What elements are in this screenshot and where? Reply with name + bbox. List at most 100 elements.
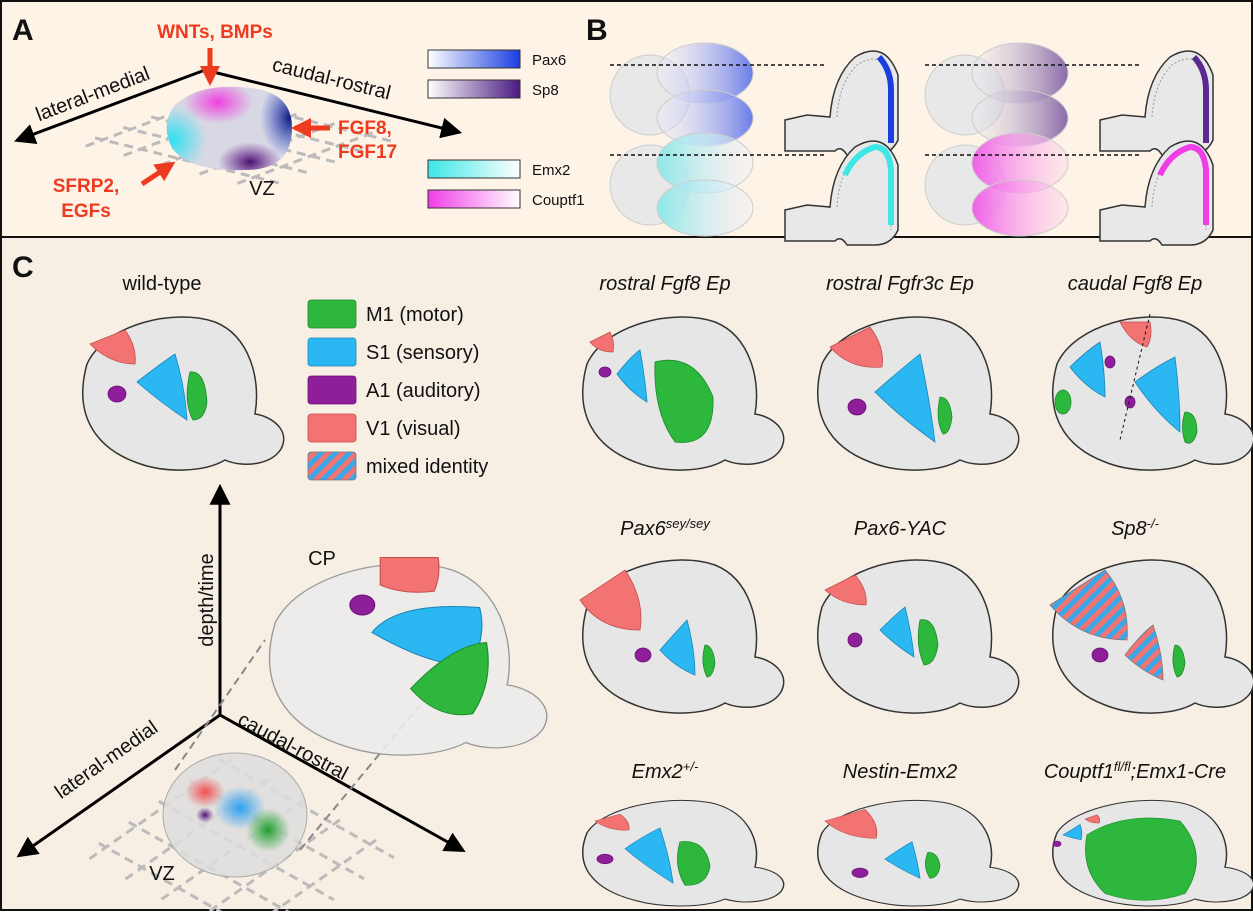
sagittal — [1099, 140, 1214, 246]
vz-blob — [162, 752, 308, 878]
brain-title: rostral Fgf8 Ep — [599, 273, 730, 295]
brain — [1049, 559, 1253, 714]
expression — [842, 143, 894, 225]
expression — [1157, 143, 1209, 225]
zone-label: VZ — [149, 863, 175, 885]
grid-line — [121, 103, 259, 158]
area — [634, 647, 652, 663]
legend-label: M1 (motor) — [366, 304, 464, 326]
brain — [1052, 799, 1253, 907]
area — [917, 619, 939, 666]
area — [1119, 321, 1152, 348]
brain — [582, 799, 785, 907]
title-part: -/- — [1147, 516, 1160, 531]
title-part: Pax6-YAC — [854, 518, 947, 540]
brain — [82, 316, 285, 471]
area — [1091, 647, 1109, 663]
brain-title: Sp8-/- — [1111, 516, 1160, 541]
grid-line — [128, 820, 299, 916]
signal-label: WNTs, BMPs — [157, 22, 273, 43]
legend-label: V1 (visual) — [366, 418, 460, 440]
area — [874, 353, 936, 443]
area — [136, 353, 188, 421]
brain-title: rostral Fgfr3c Ep — [826, 273, 974, 295]
legend-label: A1 (auditory) — [366, 380, 481, 402]
legend-label: mixed identity — [366, 456, 488, 478]
signal-label: FGF8, — [338, 118, 392, 139]
sagittal — [784, 50, 899, 156]
area — [879, 606, 915, 658]
area — [937, 396, 953, 435]
cortex-layer — [836, 58, 892, 140]
axis — [204, 68, 463, 139]
title-part: fl/fl — [1114, 759, 1132, 774]
panel-label: C — [12, 251, 34, 284]
title-part: Pax6 — [620, 518, 666, 540]
brain — [817, 799, 1020, 907]
legend-swatch — [307, 375, 357, 405]
area — [1124, 624, 1164, 681]
axis — [219, 713, 466, 853]
panel-label: B — [586, 14, 608, 47]
title-part: rostral Fgfr3c Ep — [826, 273, 974, 295]
title-part: Emx2 — [632, 761, 683, 783]
grid-line — [83, 94, 222, 149]
legend-swatch — [307, 451, 357, 481]
zone-label: VZ — [249, 178, 275, 200]
brain — [817, 559, 1020, 714]
plate-label: CP — [308, 548, 336, 570]
gene-label: Sp8 — [532, 82, 559, 99]
legend-label: S1 (sensory) — [366, 342, 479, 364]
gene-legend — [427, 49, 521, 209]
signal-label: FGF17 — [338, 142, 397, 163]
connector — [174, 639, 266, 771]
cp-brain — [268, 557, 548, 756]
area — [659, 619, 696, 676]
brains — [82, 313, 1253, 907]
gene-label: Couptf1 — [532, 192, 585, 209]
legend-swatch — [307, 299, 357, 329]
panel-label: A — [12, 14, 34, 47]
area — [829, 326, 883, 368]
area — [847, 632, 863, 648]
area — [851, 867, 869, 878]
area — [596, 853, 614, 865]
axis — [14, 68, 206, 144]
area — [824, 808, 878, 839]
area — [594, 813, 630, 831]
signal-label: SFRP2, — [53, 176, 120, 197]
grid-line — [235, 131, 373, 186]
area-legend: M1 (motor) S1 (sensory) A1 (auditory) V1 (v… — [307, 299, 488, 481]
brain — [817, 316, 1020, 471]
title-part: Nestin-Emx2 — [843, 761, 957, 783]
area — [1134, 356, 1181, 433]
area — [824, 574, 867, 606]
title-part: Couptf1 — [1044, 761, 1114, 783]
title-part: caudal Fgf8 Ep — [1068, 273, 1203, 295]
title-part: +/- — [683, 759, 699, 774]
cortex-layer — [1151, 58, 1207, 140]
expression-maps — [609, 42, 1214, 246]
grid-line — [98, 841, 232, 916]
area — [1182, 411, 1198, 444]
brain-title: Pax6sey/sey — [620, 516, 711, 541]
legend-swatch — [307, 337, 357, 367]
area — [107, 385, 127, 403]
area — [1049, 569, 1128, 641]
area — [89, 329, 136, 365]
brain-title: caudal Fgf8 Ep — [1068, 273, 1203, 295]
arrow — [140, 161, 176, 187]
area — [616, 349, 648, 403]
signal-label: EGFs — [61, 201, 111, 222]
brain-title: Nestin-Emx2 — [843, 761, 957, 783]
area — [1084, 814, 1101, 824]
area — [925, 851, 941, 879]
brain-title: Couptf1fl/fl;Emx1-Cre — [1044, 759, 1226, 784]
expression — [876, 54, 894, 143]
gene-label: Emx2 — [532, 162, 570, 179]
brain — [579, 559, 785, 714]
area — [1104, 355, 1116, 369]
area — [654, 359, 714, 443]
